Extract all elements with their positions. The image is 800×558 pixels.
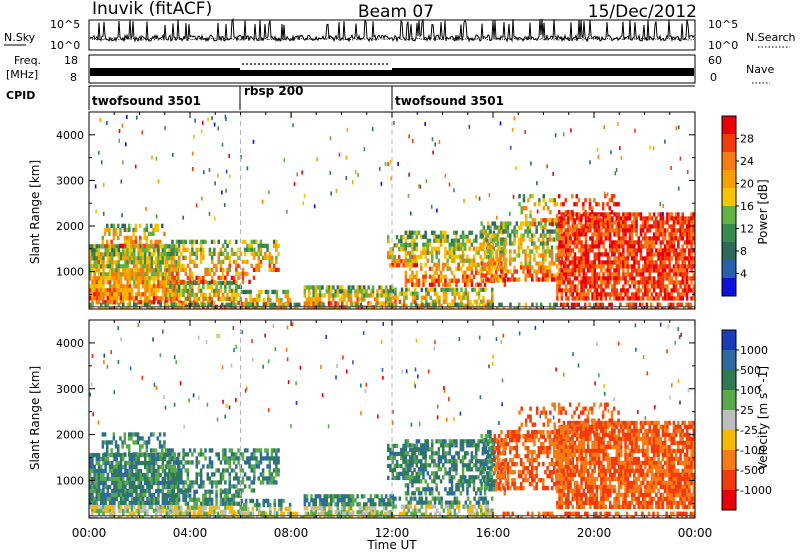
velocity-heatmap-cells (89, 320, 697, 521)
velocity-y-axis-label: Slant Range [km] (28, 366, 42, 470)
nave-tick-low: 0 (710, 71, 717, 84)
y-tick-label: 2000 (56, 220, 84, 233)
x-tick-label: 00:00 (72, 526, 107, 540)
colorbar-tick-label: 4 (740, 268, 747, 281)
colorbar-tick-label: 8 (740, 245, 747, 258)
y-tick-label: 1000 (56, 474, 84, 487)
colorbar-swatch (722, 260, 736, 279)
y-tick-label: 3000 (56, 383, 84, 396)
freq-band-3 (392, 68, 694, 76)
y-tick-label: 4000 (56, 337, 84, 350)
colorbar-swatch (722, 116, 736, 135)
colorbar-tick-label: 1000 (740, 344, 768, 357)
x-tick-label: 04:00 (173, 526, 208, 540)
cpid-row: CPID twofsound 3501 rbsp 200 twofsound 3… (6, 84, 695, 110)
freq-unit-label: [MHz] (6, 68, 38, 81)
freq-panel: Freq. [MHz] 18 8 60 0 Nave (6, 54, 774, 84)
freq-tick-high: 18 (64, 54, 78, 67)
colorbar-swatch (722, 224, 736, 243)
freq-band-1 (90, 68, 240, 76)
power-y-axis-label: Slant Range [km] (28, 160, 42, 264)
colorbar-swatch (722, 390, 736, 411)
colorbar-swatch (722, 134, 736, 153)
velocity-panel: 1000 2000 3000 4000 Slant Range [km] (28, 320, 697, 521)
freq-label: Freq. (14, 54, 41, 67)
nsearch-label: N.Search (746, 31, 796, 44)
colorbar-tick-label: 12 (740, 223, 754, 236)
nsearch-tick-high: 10^5 (708, 18, 738, 31)
x-tick-label: 00:00 (678, 526, 713, 540)
colorbar-swatch (722, 410, 736, 431)
colorbar-swatch (722, 206, 736, 225)
y-tick-label: 3000 (56, 174, 84, 187)
cpid-segment-2: rbsp 200 (244, 84, 303, 98)
colorbar-swatch (722, 278, 736, 297)
colorbar-swatch (722, 188, 736, 207)
date-title: 15/Dec/2012 (588, 2, 697, 22)
colorbar-swatch (722, 490, 736, 511)
nsky-tick-low: 10^0 (50, 39, 80, 52)
nsky-label: N.Sky (4, 31, 36, 44)
colorbar-swatch (722, 430, 736, 451)
colorbar-swatch (722, 152, 736, 171)
colorbar-swatch (722, 330, 736, 351)
colorbar-swatch (722, 370, 736, 391)
power-colorbar-label: Power [dB] (756, 179, 770, 244)
cpid-segment-3: twofsound 3501 (395, 94, 504, 108)
x-tick-label: 16:00 (476, 526, 511, 540)
nsky-panel: N.Sky 10^5 10^0 10^5 10^0 N.Search (4, 18, 796, 52)
station-title: Inuvik (fitACF) (92, 0, 212, 19)
nsky-tick-high: 10^5 (50, 18, 80, 31)
colorbar-swatch (722, 350, 736, 371)
colorbar-tick-label: -1000 (740, 484, 772, 497)
power-heatmap-cells (89, 112, 697, 312)
colorbar-swatch (722, 470, 736, 491)
colorbar-tick-label: 25 (740, 404, 754, 417)
x-tick-label: 20:00 (577, 526, 612, 540)
y-tick-label: 2000 (56, 429, 84, 442)
colorbar-swatch (722, 242, 736, 261)
colorbar-tick-label: 24 (740, 155, 754, 168)
nave-label: Nave (746, 63, 774, 76)
power-panel: 1000 2000 3000 4000 Slant Range [km] (28, 112, 697, 312)
x-axis-label: Time UT (366, 538, 417, 552)
cpid-segment-1: twofsound 3501 (92, 94, 201, 108)
power-colorbar: 28 24 20 16 12 8 4 (722, 116, 754, 297)
colorbar-tick-label: 16 (740, 200, 754, 213)
colorbar-swatch (722, 450, 736, 471)
colorbar-swatch (722, 170, 736, 189)
cpid-label: CPID (6, 89, 35, 102)
nave-tick-high: 60 (708, 54, 722, 67)
y-tick-label: 4000 (56, 129, 84, 142)
freq-band-2 (240, 70, 392, 76)
x-tick-label: 08:00 (274, 526, 309, 540)
velocity-colorbar-label: Velocity [m s^-1] (756, 366, 770, 470)
beam-title: Beam 07 (358, 2, 434, 22)
freq-tick-low: 8 (70, 71, 77, 84)
y-tick-label: 1000 (56, 266, 84, 279)
nsearch-tick-low: 10^0 (708, 39, 738, 52)
colorbar-tick-label: 28 (740, 133, 754, 146)
colorbar-tick-label: 20 (740, 178, 754, 191)
